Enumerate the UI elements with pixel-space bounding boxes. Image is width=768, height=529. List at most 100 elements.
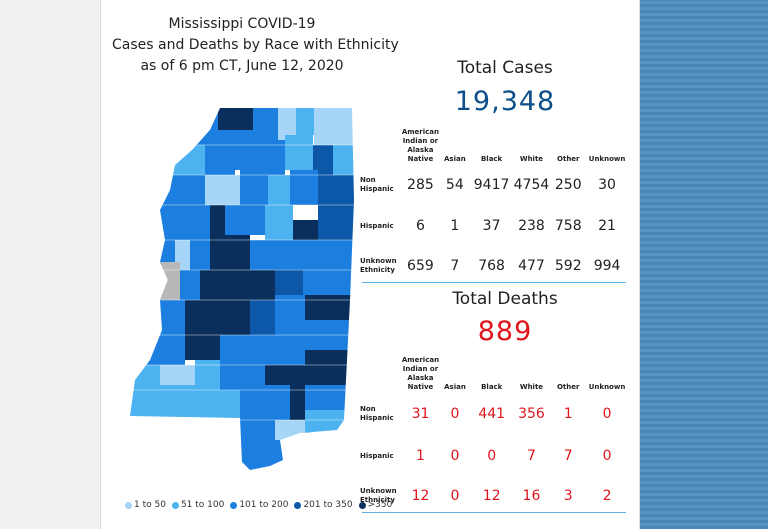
row-label: Hispanic (360, 451, 394, 460)
county (250, 240, 280, 270)
county (318, 205, 354, 240)
row-label: Hispanic (360, 221, 394, 230)
cell: 356 (518, 406, 545, 422)
county (318, 240, 354, 270)
county (336, 108, 354, 145)
legend-label: 51 to 100 (180, 500, 225, 510)
title-line-3: as of 6 pm CT, June 12, 2020 (140, 58, 344, 74)
county (220, 390, 240, 420)
county (218, 108, 253, 130)
cell: 1 (450, 218, 460, 234)
cell: 6 (415, 218, 425, 234)
cell: 37 (482, 218, 501, 234)
cell: 768 (478, 258, 505, 274)
total-deaths-heading: Total Deaths (452, 289, 558, 309)
county (305, 350, 354, 385)
cases-table: American Indian or Alaska Native Asian B… (360, 126, 628, 286)
cell: 238 (518, 218, 545, 234)
cell: 7 (450, 258, 460, 274)
legend-item: >350 (358, 500, 392, 510)
cell: 4754 (513, 177, 550, 193)
cell: 0 (450, 488, 460, 504)
col-header-asian: Asian (444, 383, 466, 391)
county (195, 390, 220, 420)
county (210, 235, 250, 270)
county (130, 335, 185, 365)
county (250, 335, 275, 365)
county (305, 295, 354, 320)
cell: 7 (563, 448, 573, 464)
legend-item: 101 to 200 (230, 500, 288, 510)
county (250, 270, 275, 300)
legend-dot (125, 501, 132, 509)
cell: 7 (526, 448, 536, 464)
col-header-black: Black (480, 155, 503, 163)
left-background (0, 0, 100, 529)
county (265, 365, 305, 385)
header-blank (360, 126, 402, 164)
county (205, 175, 240, 205)
county (190, 240, 210, 270)
county-no-data (160, 262, 180, 300)
cell: 2 (602, 488, 612, 504)
legend-dot (358, 501, 366, 509)
cell: 659 (407, 258, 434, 274)
cell: 0 (602, 448, 612, 464)
legend-label: 101 to 200 (239, 500, 289, 510)
county (205, 130, 235, 175)
row-label: Non Hispanic (360, 176, 394, 193)
legend-dot (294, 501, 302, 509)
county (185, 300, 215, 335)
col-header-other: Other (556, 383, 580, 391)
cell: 250 (554, 177, 582, 193)
county (160, 385, 195, 420)
cell: 0 (487, 448, 497, 464)
col-header-asian: Asian (443, 155, 466, 163)
legend-item: 51 to 100 (171, 500, 225, 510)
chart-title: Mississippi COVID-19 Cases and Deaths by… (112, 14, 399, 77)
cell: 0 (450, 406, 460, 422)
col-header-white: White (519, 155, 544, 163)
county (275, 295, 305, 335)
cell: 592 (554, 258, 582, 274)
legend-dot (230, 501, 238, 509)
table-row: Non Hispanic 285 54 9417 4754 250 30 (360, 164, 628, 206)
deaths-header-row: American Indian or Alaska Native Asian B… (360, 356, 628, 392)
col-header-label: American Indian or Alaska Native (401, 128, 439, 163)
county (160, 365, 195, 385)
table-row: Hispanic 6 1 37 238 758 21 (360, 206, 628, 246)
county (268, 175, 290, 205)
row-label: Unknown Ethnicity (360, 257, 397, 274)
county (333, 145, 354, 175)
cell: 758 (554, 218, 582, 234)
county (305, 385, 354, 410)
county (220, 335, 250, 365)
cell: 0 (602, 406, 612, 422)
cell: 3 (563, 488, 573, 504)
county (240, 390, 265, 420)
county (318, 175, 354, 205)
table-row: Hispanic 1 0 0 7 7 0 (360, 436, 628, 476)
total-cases-heading: Total Cases (457, 58, 553, 78)
col-header-unknown: Unknown (588, 155, 626, 163)
cell: 9417 (473, 177, 510, 193)
cell: 30 (598, 177, 616, 193)
cell: 54 (445, 177, 464, 193)
cell: 0 (450, 448, 460, 464)
county (195, 360, 220, 390)
legend: 1 to 50 51 to 100 101 to 200 201 to 350 … (125, 500, 392, 510)
county (293, 220, 318, 240)
county (185, 335, 220, 360)
table-row: Unknown Ethnicity 659 7 768 477 592 994 (360, 246, 628, 286)
county (150, 210, 185, 240)
legend-item: 201 to 350 (294, 500, 353, 510)
county (150, 145, 205, 175)
col-header-other: Other (557, 155, 580, 163)
col-header-aian: American Indian or Alaska Native (401, 356, 440, 391)
cell: 1 (416, 448, 425, 464)
legend-dot (171, 501, 179, 509)
row-label: Unknown Ethnicity (360, 487, 397, 504)
cell: 285 (407, 177, 434, 193)
county (290, 385, 305, 420)
